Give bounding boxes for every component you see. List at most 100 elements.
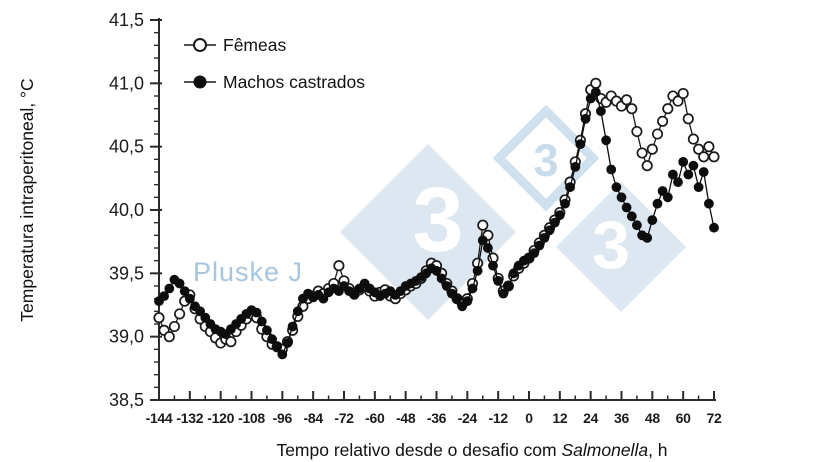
data-point-filled: [698, 167, 709, 177]
data-point-filled: [262, 325, 272, 336]
data-point-open: [225, 336, 237, 348]
data-point-filled: [179, 286, 190, 296]
x-tick-label: 12: [552, 410, 567, 426]
x-axis-title-prefix: Tempo relativo desde o desafio com: [276, 440, 561, 460]
data-point-open: [662, 103, 674, 115]
data-point-filled: [632, 220, 642, 231]
x-tick-label: -96: [273, 410, 293, 426]
data-point-filled: [626, 211, 637, 222]
data-point-filled: [529, 248, 539, 258]
data-point-filled: [662, 192, 673, 203]
legend-item-femeas: Fêmeas: [184, 35, 286, 55]
x-tick-label: -48: [396, 410, 416, 426]
data-point-filled: [503, 281, 514, 291]
data-point-filled: [462, 296, 473, 307]
x-tick-label: 48: [645, 410, 660, 426]
data-point-filled: [292, 306, 303, 317]
y-tick-label: 41,5: [109, 10, 144, 30]
data-point-open: [477, 219, 489, 231]
data-point-filled: [642, 233, 653, 243]
watermark-three-left: 3: [412, 169, 463, 271]
data-point-filled: [570, 162, 581, 172]
legend-label-femeas: Fêmeas: [223, 35, 286, 55]
data-point-filled: [616, 192, 627, 203]
x-tick-label: -108: [238, 410, 265, 426]
x-tick-label: -84: [303, 410, 323, 426]
x-tick-label: -36: [427, 410, 447, 426]
watermark-pluske-text: Pluske J: [193, 257, 303, 287]
data-point-filled: [668, 169, 678, 180]
x-tick-label: -132: [176, 410, 203, 426]
data-point-open: [708, 151, 720, 163]
legend: Fêmeas Machos castrados: [184, 35, 365, 92]
data-point-filled: [683, 169, 694, 180]
data-point-filled: [652, 198, 663, 209]
data-point-filled: [544, 225, 555, 236]
data-point-filled: [251, 307, 262, 318]
data-point-filled: [174, 278, 185, 289]
x-tick-label: 60: [676, 410, 691, 426]
watermark-three-top: 3: [533, 135, 558, 186]
data-point-filled: [483, 243, 493, 253]
data-point-filled: [688, 160, 699, 171]
data-point-filled: [534, 240, 545, 251]
data-point-filled: [596, 106, 606, 117]
data-point-open: [590, 77, 602, 89]
data-point-filled: [272, 341, 283, 352]
x-tick-label: 72: [707, 410, 722, 426]
data-point-filled: [554, 210, 565, 221]
watermark-logo: 3 3 3 Pluske J: [193, 104, 687, 321]
data-point-open: [677, 87, 689, 100]
data-point-filled: [565, 182, 575, 193]
y-tick-label: 38,5: [109, 390, 144, 410]
data-point-open: [153, 312, 165, 324]
data-point-open: [657, 115, 669, 127]
y-tick-label: 39,0: [109, 327, 144, 347]
x-axis-title-italic: Salmonella: [561, 440, 648, 460]
x-axis-title: Tempo relativo desde o desafio com Salmo…: [276, 440, 667, 460]
y-tick-label: 40,5: [109, 137, 144, 157]
data-point-filled: [267, 334, 277, 345]
data-point-open: [682, 113, 694, 125]
watermark-diamond-left: [339, 144, 517, 321]
data-series: [153, 77, 720, 360]
open-circle-marker-icon: [193, 38, 207, 52]
data-point-open: [163, 331, 175, 343]
data-point-filled: [601, 135, 611, 146]
x-tick-label: 0: [525, 410, 533, 426]
watermark-three-right: 3: [592, 207, 630, 283]
data-point-filled: [431, 265, 442, 276]
data-point-filled: [678, 157, 689, 167]
data-point-open: [626, 103, 638, 115]
y-axis-title: Temperatura intraperitoneal, °C: [17, 78, 37, 321]
data-point-filled: [508, 268, 519, 279]
data-point-filled: [452, 293, 462, 304]
data-point-filled: [436, 273, 447, 284]
data-point-filled: [611, 182, 622, 193]
data-point-filled: [621, 202, 632, 213]
data-point-filled: [184, 293, 195, 304]
data-point-open: [693, 143, 705, 155]
data-point-filled: [441, 281, 452, 291]
legend-label-machos: Machos castrados: [223, 72, 365, 92]
data-point-filled: [539, 233, 550, 243]
data-point-open: [703, 141, 715, 153]
data-point-filled: [673, 177, 683, 188]
x-tick-label: -24: [458, 410, 478, 426]
x-axis-title-suffix: , h: [648, 440, 667, 460]
data-point-filled: [590, 87, 601, 98]
x-tick-label: -144: [146, 410, 173, 426]
data-point-open: [168, 320, 180, 333]
data-point-filled: [560, 198, 570, 209]
data-point-open: [687, 133, 699, 145]
data-point-filled: [580, 113, 591, 124]
y-tick-label: 40,0: [109, 200, 144, 220]
data-point-filled: [472, 265, 483, 276]
data-point-open: [672, 95, 684, 107]
x-tick-label: -60: [365, 410, 385, 426]
data-point-filled: [704, 198, 714, 209]
data-point-open: [646, 143, 658, 155]
data-point-open: [174, 308, 186, 320]
